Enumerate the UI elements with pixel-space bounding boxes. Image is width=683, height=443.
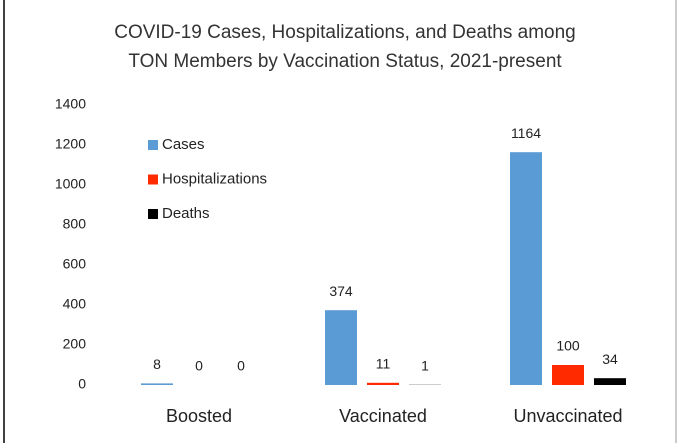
data-label: 0 (195, 358, 203, 374)
x-tick-label: Boosted (166, 406, 232, 426)
legend-swatch (148, 140, 158, 150)
y-tick-label: 400 (63, 296, 87, 312)
data-label: 1 (421, 358, 429, 374)
y-tick-label: 1200 (55, 136, 86, 152)
x-tick-label: Unvaccinated (513, 406, 622, 426)
y-tick-label: 1400 (55, 96, 86, 112)
data-label: 34 (602, 351, 618, 367)
legend-label: Deaths (162, 205, 210, 222)
data-label: 11 (376, 356, 391, 372)
legend-label: Cases (162, 136, 205, 153)
bar (552, 365, 584, 385)
data-label: 1164 (511, 125, 541, 141)
data-label: 374 (329, 283, 353, 299)
y-tick-label: 600 (63, 256, 87, 272)
y-tick-label: 1000 (55, 176, 86, 192)
legend-label: Hospitalizations (162, 170, 267, 187)
chart-title: TON Members by Vaccination Status, 2021-… (128, 51, 562, 72)
legend-swatch (148, 174, 158, 185)
data-label: 8 (153, 356, 161, 372)
y-tick-label: 0 (78, 376, 86, 392)
bar (141, 383, 173, 385)
data-label: 100 (556, 338, 580, 354)
x-tick-label: Vaccinated (339, 406, 427, 426)
y-tick-label: 800 (63, 216, 87, 232)
y-tick-label: 200 (63, 336, 87, 352)
bar (325, 310, 357, 385)
data-label: 0 (237, 358, 245, 374)
bar (367, 382, 399, 385)
chart-title: COVID-19 Cases, Hospitalizations, and De… (114, 22, 576, 43)
bar (510, 152, 542, 385)
bar (594, 378, 626, 385)
legend-swatch (148, 209, 158, 219)
